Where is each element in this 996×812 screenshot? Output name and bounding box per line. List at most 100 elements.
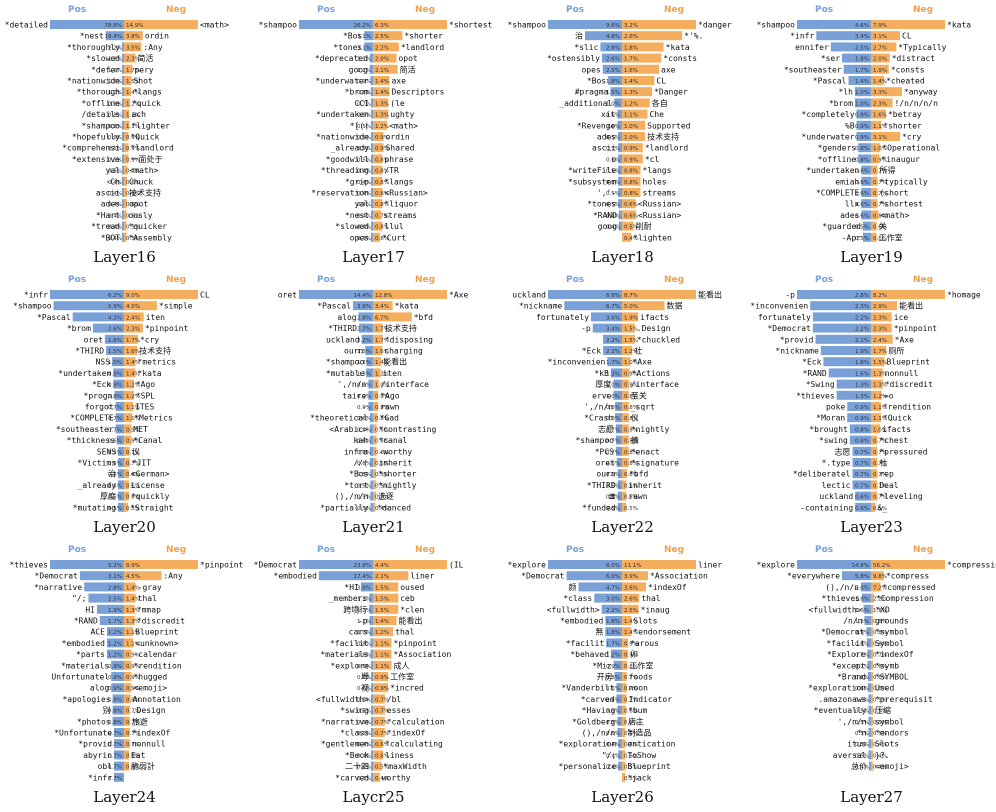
pos-token-label: _already	[330, 144, 369, 153]
pos-value-label: 78.8%	[105, 23, 122, 29]
pos-bar	[614, 98, 622, 108]
pos-bar	[852, 446, 871, 456]
neg-token-label: ughty	[390, 110, 414, 119]
pos-token-label: _already	[78, 481, 117, 490]
neg-value-label: 0.7%	[375, 720, 389, 726]
neg-token-label: *bfd	[629, 470, 648, 479]
pos-bar	[371, 739, 373, 749]
neg-value-label: 0.5%	[624, 765, 638, 771]
pos-bar	[858, 154, 871, 164]
pos-bar	[371, 716, 373, 726]
neg-bar	[124, 42, 142, 52]
neg-bar	[124, 582, 136, 592]
pos-token-label: "/;	[602, 751, 616, 760]
pos-token-label: uckland	[326, 335, 360, 344]
neg-token-label: 压缩	[875, 705, 891, 715]
pos-bar	[50, 20, 124, 29]
pos-value-label: 0.4%	[357, 191, 371, 197]
neg-token-label: rep	[879, 470, 894, 479]
pos-value-label: 0.8%	[855, 427, 869, 433]
neg-token-label: 各自	[652, 98, 668, 108]
neg-bar	[373, 435, 377, 445]
pos-token-label: emiah	[835, 177, 859, 186]
neg-token-label: axe	[391, 77, 406, 86]
pos-bar	[601, 604, 622, 614]
neg-token-label: *nightly	[631, 425, 670, 434]
neg-token-label: Slots	[633, 617, 657, 626]
neg-bar	[124, 638, 134, 648]
neg-value-label: 0.7%	[126, 720, 140, 726]
neg-bar	[124, 301, 157, 311]
neg-value-label: 2.0%	[375, 57, 389, 63]
pos-value-label: 0.5%	[357, 483, 371, 489]
pos-value-label: 0.6%	[855, 213, 869, 219]
neg-token-label: *Operational	[882, 144, 940, 153]
neg-value-label: 1.1%	[375, 653, 389, 659]
neg-bar	[871, 582, 881, 592]
neg-bar	[373, 560, 447, 569]
pos-value-label: 0.6%	[357, 427, 371, 433]
neg-token-label: *kata	[138, 369, 162, 378]
neg-bar	[373, 368, 381, 378]
pos-bar	[368, 390, 373, 400]
neg-bar	[622, 165, 641, 175]
neg-bar	[373, 413, 378, 423]
pos-value-label: 8.6%	[606, 293, 620, 299]
pos-token-label: (),/n/n	[335, 492, 369, 501]
pos-value-label: 3.4%	[855, 34, 869, 40]
pos-value-label: 0.5%	[606, 495, 620, 501]
neg-token-label: *langs	[643, 166, 672, 175]
neg-token-label: -gray	[138, 583, 162, 592]
pos-bar	[607, 357, 622, 367]
pos-token-label: *deprecated	[315, 54, 368, 63]
bar-chart: Pos Neg 26.2% 6.3% *shampoo *shortest 3.1% 2.5%…	[258, 5, 492, 242]
pos-value-label: 0.9%	[855, 405, 869, 411]
neg-bar	[622, 143, 643, 153]
neg-value-label: 1.1%	[624, 113, 638, 119]
neg-token-label: *shorter	[404, 32, 443, 41]
pos-token-label: /details	[81, 110, 120, 119]
pos-bar	[610, 368, 622, 378]
neg-value-label: 1.5%	[375, 608, 389, 614]
layer-panel: Pos Neg 4.6% 7.9% *shampoo *kata 3.4% 3.1% *infr…	[747, 0, 996, 270]
neg-bar	[871, 638, 873, 648]
pos-value-label: 0.6%	[357, 439, 371, 445]
neg-value-label: 2.3%	[126, 57, 140, 63]
neg-token-label: &_	[878, 503, 888, 512]
pos-bar	[122, 154, 124, 164]
neg-token-label: *shortest	[880, 200, 924, 209]
pos-token-label: *COMPLETE	[70, 414, 114, 423]
neg-token-label: rawn	[628, 492, 647, 501]
neg-token-label: inherit	[628, 481, 662, 490]
neg-token-label: 至关	[631, 390, 647, 400]
pos-value-label: 1.0%	[108, 90, 122, 96]
pos-bar	[371, 120, 373, 130]
neg-token-label: <math>	[389, 121, 418, 130]
neg-bar	[124, 165, 128, 175]
neg-value-label: 0.9%	[624, 146, 638, 152]
neg-token-label: Symbol	[875, 639, 904, 648]
pos-token-label: *swing	[819, 436, 848, 445]
neg-token-label: *consts	[891, 65, 925, 74]
neg-bar	[373, 390, 379, 400]
neg-bar	[124, 469, 129, 479]
neg-bar	[871, 165, 878, 175]
pos-value-label: 0.4%	[108, 202, 122, 208]
neg-bar	[871, 716, 873, 726]
pos-token-label: opes	[581, 65, 600, 74]
neg-value-label: 0.6%	[375, 742, 389, 748]
pos-bar	[371, 672, 373, 681]
neg-value-label: 0.4%	[873, 765, 887, 771]
neg-value-label: 0.8%	[624, 191, 638, 197]
pos-token-label: *thoroughly	[67, 43, 120, 52]
bar-chart: Pos Neg 8.6% 8.7% uckland 能看出 6.7% 5.0% *nicknam…	[512, 275, 722, 512]
neg-value-label: 1.3%	[873, 383, 887, 389]
neg-bar	[871, 402, 881, 411]
pos-bar	[370, 76, 373, 85]
pos-token-label: .amazonaws	[818, 695, 866, 704]
bar-chart: Pos Neg 14.4% 12.8% oret *Axe 3.9% 3.4% *Pascal *…	[278, 275, 469, 512]
neg-bar	[622, 188, 641, 197]
pos-token-label: *threading	[321, 166, 369, 175]
neg-value-label: 0.5%	[375, 765, 389, 771]
pos-value-label: 2.8%	[606, 45, 620, 51]
